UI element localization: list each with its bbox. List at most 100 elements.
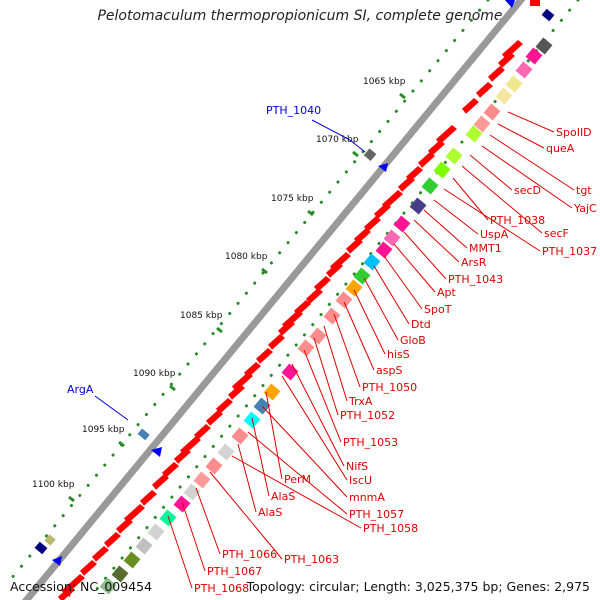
gene-label: secF: [544, 227, 569, 240]
scale-label: 1065 kbp: [363, 77, 406, 87]
scale-label: 1080 kbp: [225, 252, 268, 262]
gene-arrow: [326, 262, 343, 278]
feature-block: [99, 577, 117, 595]
gene-label: Apt: [437, 286, 457, 299]
gene-label: IscU: [349, 474, 372, 487]
feature-block: [393, 215, 411, 233]
feature-block: [473, 115, 491, 133]
accession-text: Accession: NC_009454: [10, 579, 153, 594]
gene-label: aspS: [376, 364, 402, 377]
genome-backbone: [19, 0, 526, 600]
gene-arrow: [498, 52, 515, 68]
gene-label: PTH_1050: [362, 381, 417, 394]
label-connector: [433, 199, 479, 235]
gene-label: AlaS: [271, 490, 295, 503]
gene-arrow: [306, 288, 323, 304]
gene-label: PTH_1063: [284, 553, 339, 566]
gene-arrow: [124, 504, 145, 524]
gene-arrow: [152, 474, 169, 490]
feature-block: [335, 291, 353, 309]
label-connector: [237, 443, 257, 513]
gene-label: TrxA: [348, 395, 373, 408]
gene-label: tgt: [576, 184, 592, 197]
gene-label: PTH_1068: [194, 582, 249, 595]
gene-label: PTH_1053: [343, 436, 398, 449]
outer-gene-label: ArgA: [67, 383, 94, 396]
feature-block: [465, 125, 483, 143]
scale-tick: [68, 495, 75, 503]
feature-block: [297, 339, 315, 357]
feature-block: [217, 443, 235, 461]
gene-arrow: [476, 82, 493, 98]
scale-tick: [261, 267, 268, 275]
gene-arrow: [206, 410, 223, 426]
label-connector: [507, 111, 555, 133]
label-connector: [452, 177, 489, 221]
feature-block: [525, 47, 543, 65]
label-connector: [195, 487, 221, 555]
gene-label: AlaS: [258, 506, 282, 519]
feature-block: [323, 307, 341, 325]
gene-label: MMT1: [469, 242, 502, 255]
gene-label: UspA: [480, 228, 509, 241]
label-connector: [265, 391, 283, 480]
label-connector: [489, 134, 575, 191]
label-connector: [403, 231, 447, 280]
scale-label: 1090 kbp: [133, 369, 176, 379]
feature-block: [363, 253, 381, 271]
label-connector: [469, 154, 513, 191]
gene-label: GloB: [400, 334, 426, 347]
label-connector: [251, 417, 270, 497]
label-connector: [383, 255, 423, 310]
gene-arrow: [228, 384, 245, 400]
gene-arrow: [60, 586, 72, 597]
feature-block: [193, 471, 211, 489]
label-connector: [291, 363, 345, 467]
gene-label: ArsR: [461, 256, 487, 269]
label-connector: [313, 337, 339, 416]
gene-arrows: [58, 40, 523, 600]
label-connector: [481, 145, 573, 209]
gene-label: queA: [546, 142, 575, 155]
gene-arrow: [374, 203, 391, 219]
gene-label: secD: [514, 184, 541, 197]
feature-block: [515, 61, 533, 79]
gene-label: PTH_1067: [207, 565, 262, 578]
gene-label: PTH_1058: [363, 522, 418, 535]
label-connector: [281, 375, 348, 481]
feature-block: [535, 37, 553, 55]
label-connector: [167, 515, 193, 589]
label-connector: [323, 325, 348, 402]
feature-block: [353, 267, 371, 285]
gene-arrow: [92, 546, 109, 562]
gene-arrow: [140, 490, 157, 506]
feature-block: [173, 495, 191, 513]
feature-block: [183, 483, 201, 501]
feature-block: [205, 457, 223, 475]
label-connector: [181, 501, 206, 572]
feature-block: [123, 551, 141, 569]
feature-block: [375, 241, 393, 259]
gene-label: PTH_1052: [340, 409, 395, 422]
gene-label: hisS: [387, 348, 410, 361]
scale-label: 1095 kbp: [82, 425, 125, 435]
label-connector: [303, 349, 342, 443]
feature-block: [445, 147, 463, 165]
feature-block: [309, 327, 327, 345]
gene-label: SpoIID: [556, 126, 592, 139]
gene-arrow: [174, 448, 191, 464]
feature-block: [111, 565, 129, 583]
gene-arrow: [488, 66, 505, 82]
feature-block: [44, 534, 56, 546]
scale-tick: [307, 209, 314, 217]
gene-label: mnmA: [349, 491, 385, 504]
gene-arrow: [116, 518, 133, 534]
label-connector: [373, 265, 410, 325]
gene-arrow: [436, 125, 457, 145]
feature-block: [505, 75, 523, 93]
gene-arrow: [162, 462, 179, 478]
gene-label: PerM: [284, 473, 311, 486]
label-connector: [247, 431, 348, 515]
feature-block: [433, 161, 451, 179]
feature-block: [147, 523, 165, 541]
